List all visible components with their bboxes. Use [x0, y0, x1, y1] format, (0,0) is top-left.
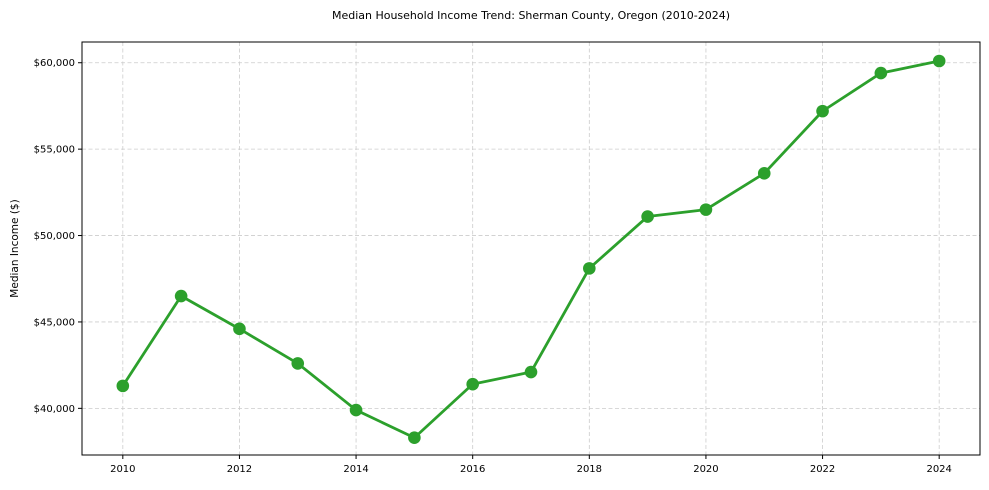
data-point-marker — [583, 262, 596, 275]
x-tick-label: 2022 — [810, 464, 835, 475]
trend-line — [121, 59, 941, 440]
data-point-marker — [699, 203, 713, 216]
data-point-marker — [932, 54, 946, 68]
data-point-marker — [291, 357, 305, 370]
y-tick-label: $60,000 — [34, 58, 75, 69]
plot-area-border — [81, 41, 981, 456]
x-tick-label: 2014 — [343, 464, 368, 475]
data-point-marker — [174, 289, 188, 303]
data-point-marker — [641, 210, 654, 223]
data-point-marker — [816, 104, 829, 118]
x-tick-label: 2010 — [110, 464, 135, 475]
grid-lines — [82, 42, 980, 455]
y-tick-label: $50,000 — [34, 231, 75, 242]
x-tick-label: 2016 — [460, 464, 485, 475]
tick-labels: 2010 2012 2014 2016 2018 2020 2022 2024 $40,000 $… — [34, 58, 952, 475]
y-tick-label: $40,000 — [34, 404, 75, 415]
data-point-marker — [408, 431, 421, 445]
data-point-marker — [349, 403, 363, 417]
data-point-marker — [757, 167, 771, 180]
x-tick-label: 2018 — [577, 464, 602, 475]
data-point-marker — [874, 66, 888, 80]
data-point-marker — [116, 379, 130, 393]
data-series — [116, 54, 946, 445]
y-tick-label: $45,000 — [34, 317, 75, 328]
y-axis-label: Median Income ($) — [9, 199, 21, 297]
x-tick-label: 2012 — [227, 464, 252, 475]
chart-title: Median Household Income Trend: Sherman C… — [332, 9, 730, 22]
x-tick-label: 2024 — [926, 464, 951, 475]
data-point-marker — [524, 365, 538, 379]
x-tick-label: 2020 — [693, 464, 718, 475]
data-point-marker — [233, 322, 246, 336]
y-tick-label: $55,000 — [34, 145, 75, 156]
axis-ticks — [78, 62, 940, 459]
data-point-marker — [466, 377, 479, 391]
